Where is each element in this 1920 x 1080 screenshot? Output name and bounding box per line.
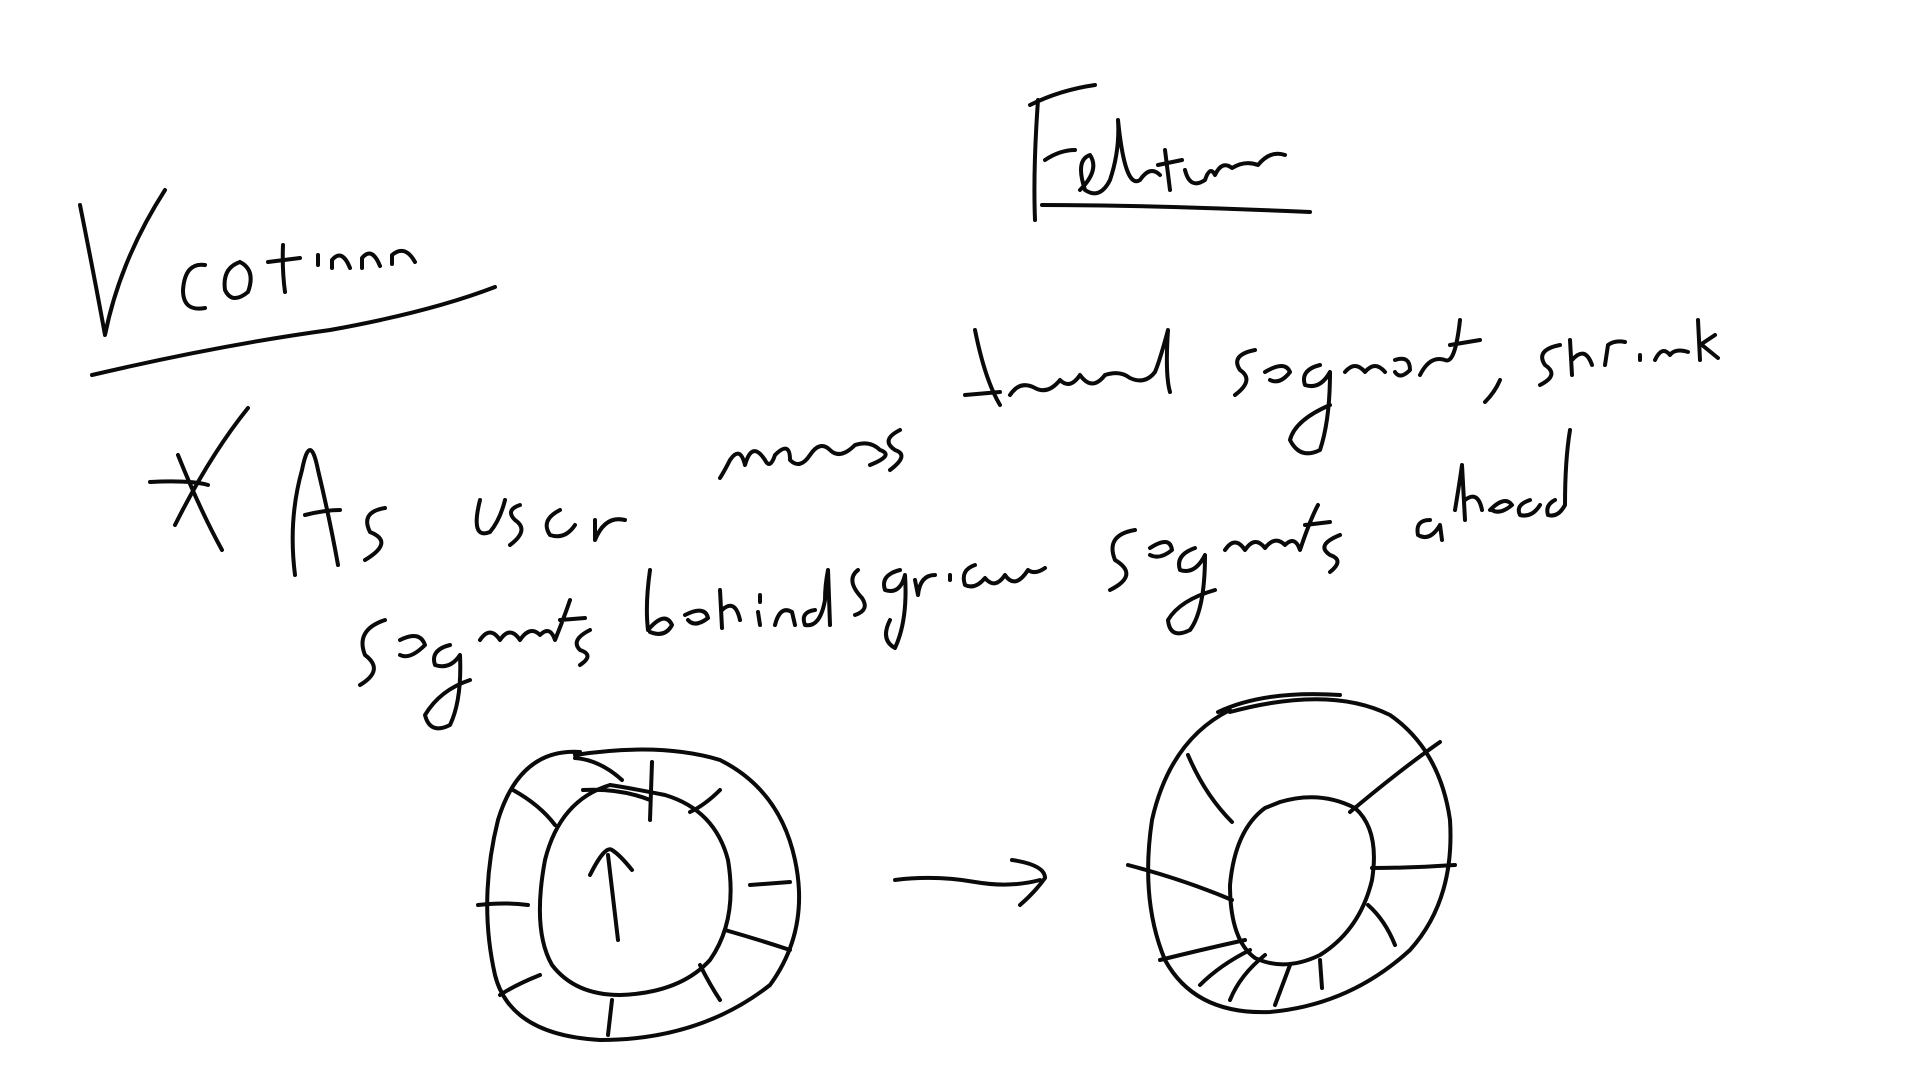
heading-right-text: Feature	[0, 0, 63, 4]
heading-left-letter-c	[181, 262, 207, 311]
heading-right-letter-f	[1028, 83, 1097, 222]
donut-after-segment-lines	[1126, 740, 1457, 1007]
heading-left-text: Vcotinn	[0, 0, 62, 4]
note-line-1-text: As user moves toward segment, shrink	[0, 0, 315, 4]
heading-left-underline	[90, 285, 497, 377]
bullet-star-icon	[148, 406, 250, 552]
heading-left: Vcotinn	[0, 0, 497, 377]
donut-before-segment-lines	[476, 756, 792, 1037]
heading-left-letters-inn	[316, 248, 417, 270]
heading-left-letter-v	[78, 188, 167, 337]
donut-before-inner-ring	[537, 783, 733, 997]
donut-after	[1126, 692, 1457, 1015]
heading-left-letter-t	[266, 243, 302, 294]
note-line-2: segments behind & grow segments ahead	[0, 0, 1572, 731]
donut-before-outer-ring	[485, 747, 802, 1042]
heading-left-letter-o	[222, 260, 253, 300]
right-arrow-icon	[893, 858, 1047, 907]
note-letter-a	[290, 448, 342, 577]
note-line-2-text: segments behind & grow segments ahead	[0, 0, 341, 4]
heading-right-letters-eature	[1078, 118, 1287, 196]
donut-after-outer-ring	[1146, 697, 1453, 1015]
up-arrow-icon	[588, 847, 634, 942]
donut-before	[476, 747, 802, 1042]
note-line-1: As user moves toward segment, shrink	[0, 0, 1720, 577]
donut-after-inner-ring	[1228, 795, 1376, 967]
heading-right-underline	[1040, 203, 1312, 214]
heading-right: Feature	[0, 0, 1312, 222]
